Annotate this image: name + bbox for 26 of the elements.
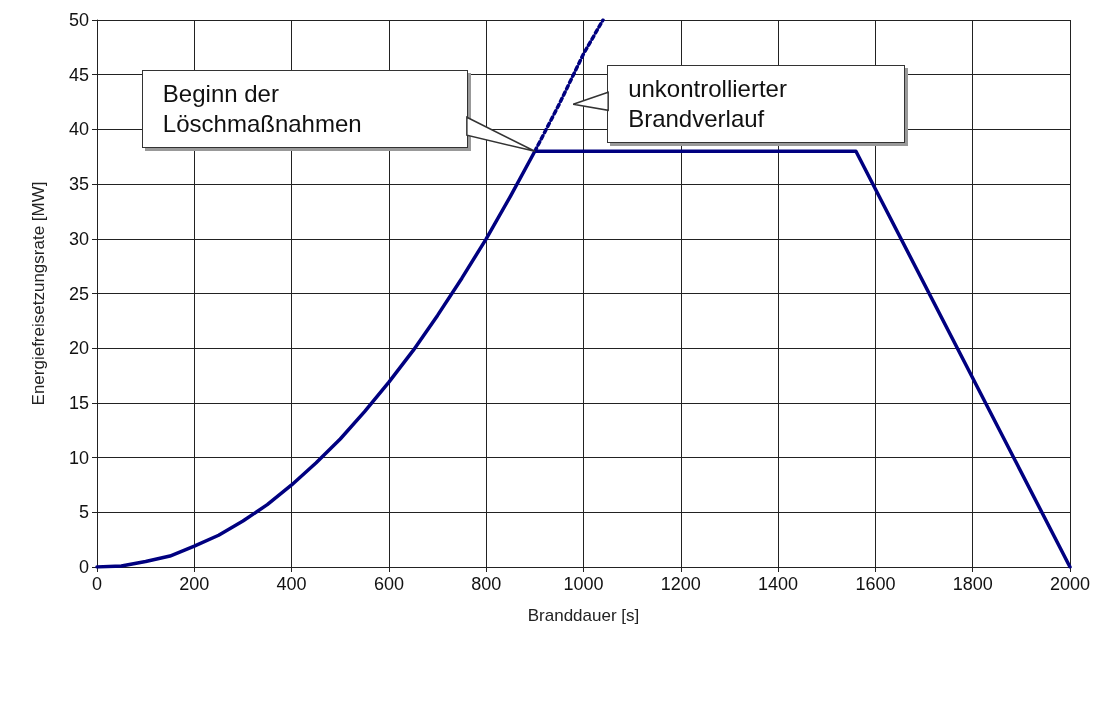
- y-tick-label: 20: [68, 338, 89, 359]
- callout-box: Beginn der Löschmaßnahmen: [141, 70, 468, 149]
- x-tick-label: 1400: [758, 574, 799, 594]
- y-tick-label: 25: [68, 283, 89, 304]
- y-tick-label: 5: [78, 502, 89, 523]
- y-tick-label: 15: [68, 392, 89, 413]
- x-tick-label: 1600: [855, 574, 896, 594]
- x-tick-label: 600: [373, 574, 404, 594]
- y-tick-label: 50: [68, 10, 89, 30]
- y-axis-title: Energiefreisetzungsrate [MW]: [29, 181, 48, 406]
- callout-box: unkontrollierter Brandverlauf: [607, 65, 906, 144]
- y-tick-label: 35: [68, 174, 89, 195]
- x-tick-label: 2000: [1049, 574, 1091, 594]
- x-axis-title: Branddauer [s]: [527, 606, 640, 625]
- x-tick-label: 400: [276, 574, 307, 594]
- x-tick-label: 1000: [563, 574, 604, 594]
- y-tick-label: 10: [68, 447, 89, 468]
- y-tick-label: 45: [68, 64, 89, 85]
- x-tick-label: 1200: [660, 574, 701, 594]
- x-tick-label: 800: [471, 574, 502, 594]
- y-tick-label: 0: [78, 557, 89, 577]
- x-tick-label: 1800: [952, 574, 993, 594]
- y-tick-label: 30: [68, 228, 89, 249]
- x-tick-label: 200: [179, 574, 210, 594]
- x-tick-label: 0: [91, 574, 103, 594]
- y-tick-label: 40: [68, 119, 89, 140]
